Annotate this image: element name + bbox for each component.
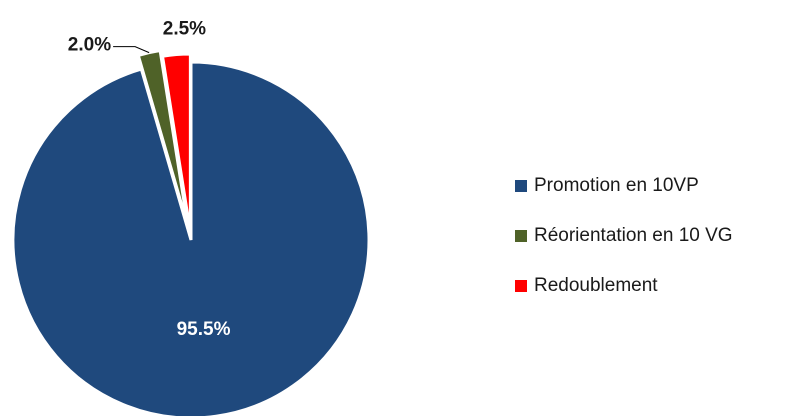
legend-swatch-reorientation xyxy=(515,230,527,242)
legend-swatch-redoublement xyxy=(515,280,527,292)
data-label-promotion: 95.5% xyxy=(177,319,231,340)
legend-label-promotion: Promotion en 10VP xyxy=(534,175,699,196)
legend-swatch-promotion xyxy=(515,180,527,192)
chart-legend: Promotion en 10VP Réorientation en 10 VG… xyxy=(515,175,733,296)
legend-item-reorientation: Réorientation en 10 VG xyxy=(515,225,733,246)
legend-item-redoublement: Redoublement xyxy=(515,275,733,296)
legend-label-redoublement: Redoublement xyxy=(534,275,658,296)
data-label-reorientation: 2.0% xyxy=(68,35,111,56)
pie-slice-redoublement xyxy=(160,52,192,233)
legend-label-reorientation: Réorientation en 10 VG xyxy=(534,225,733,246)
leader-line-reorientation xyxy=(113,46,150,54)
pie-slice-promotion xyxy=(11,60,371,416)
legend-item-promotion: Promotion en 10VP xyxy=(515,175,733,196)
pie-slice-reorientation xyxy=(136,48,190,227)
data-label-redoublement: 2.5% xyxy=(163,19,206,40)
